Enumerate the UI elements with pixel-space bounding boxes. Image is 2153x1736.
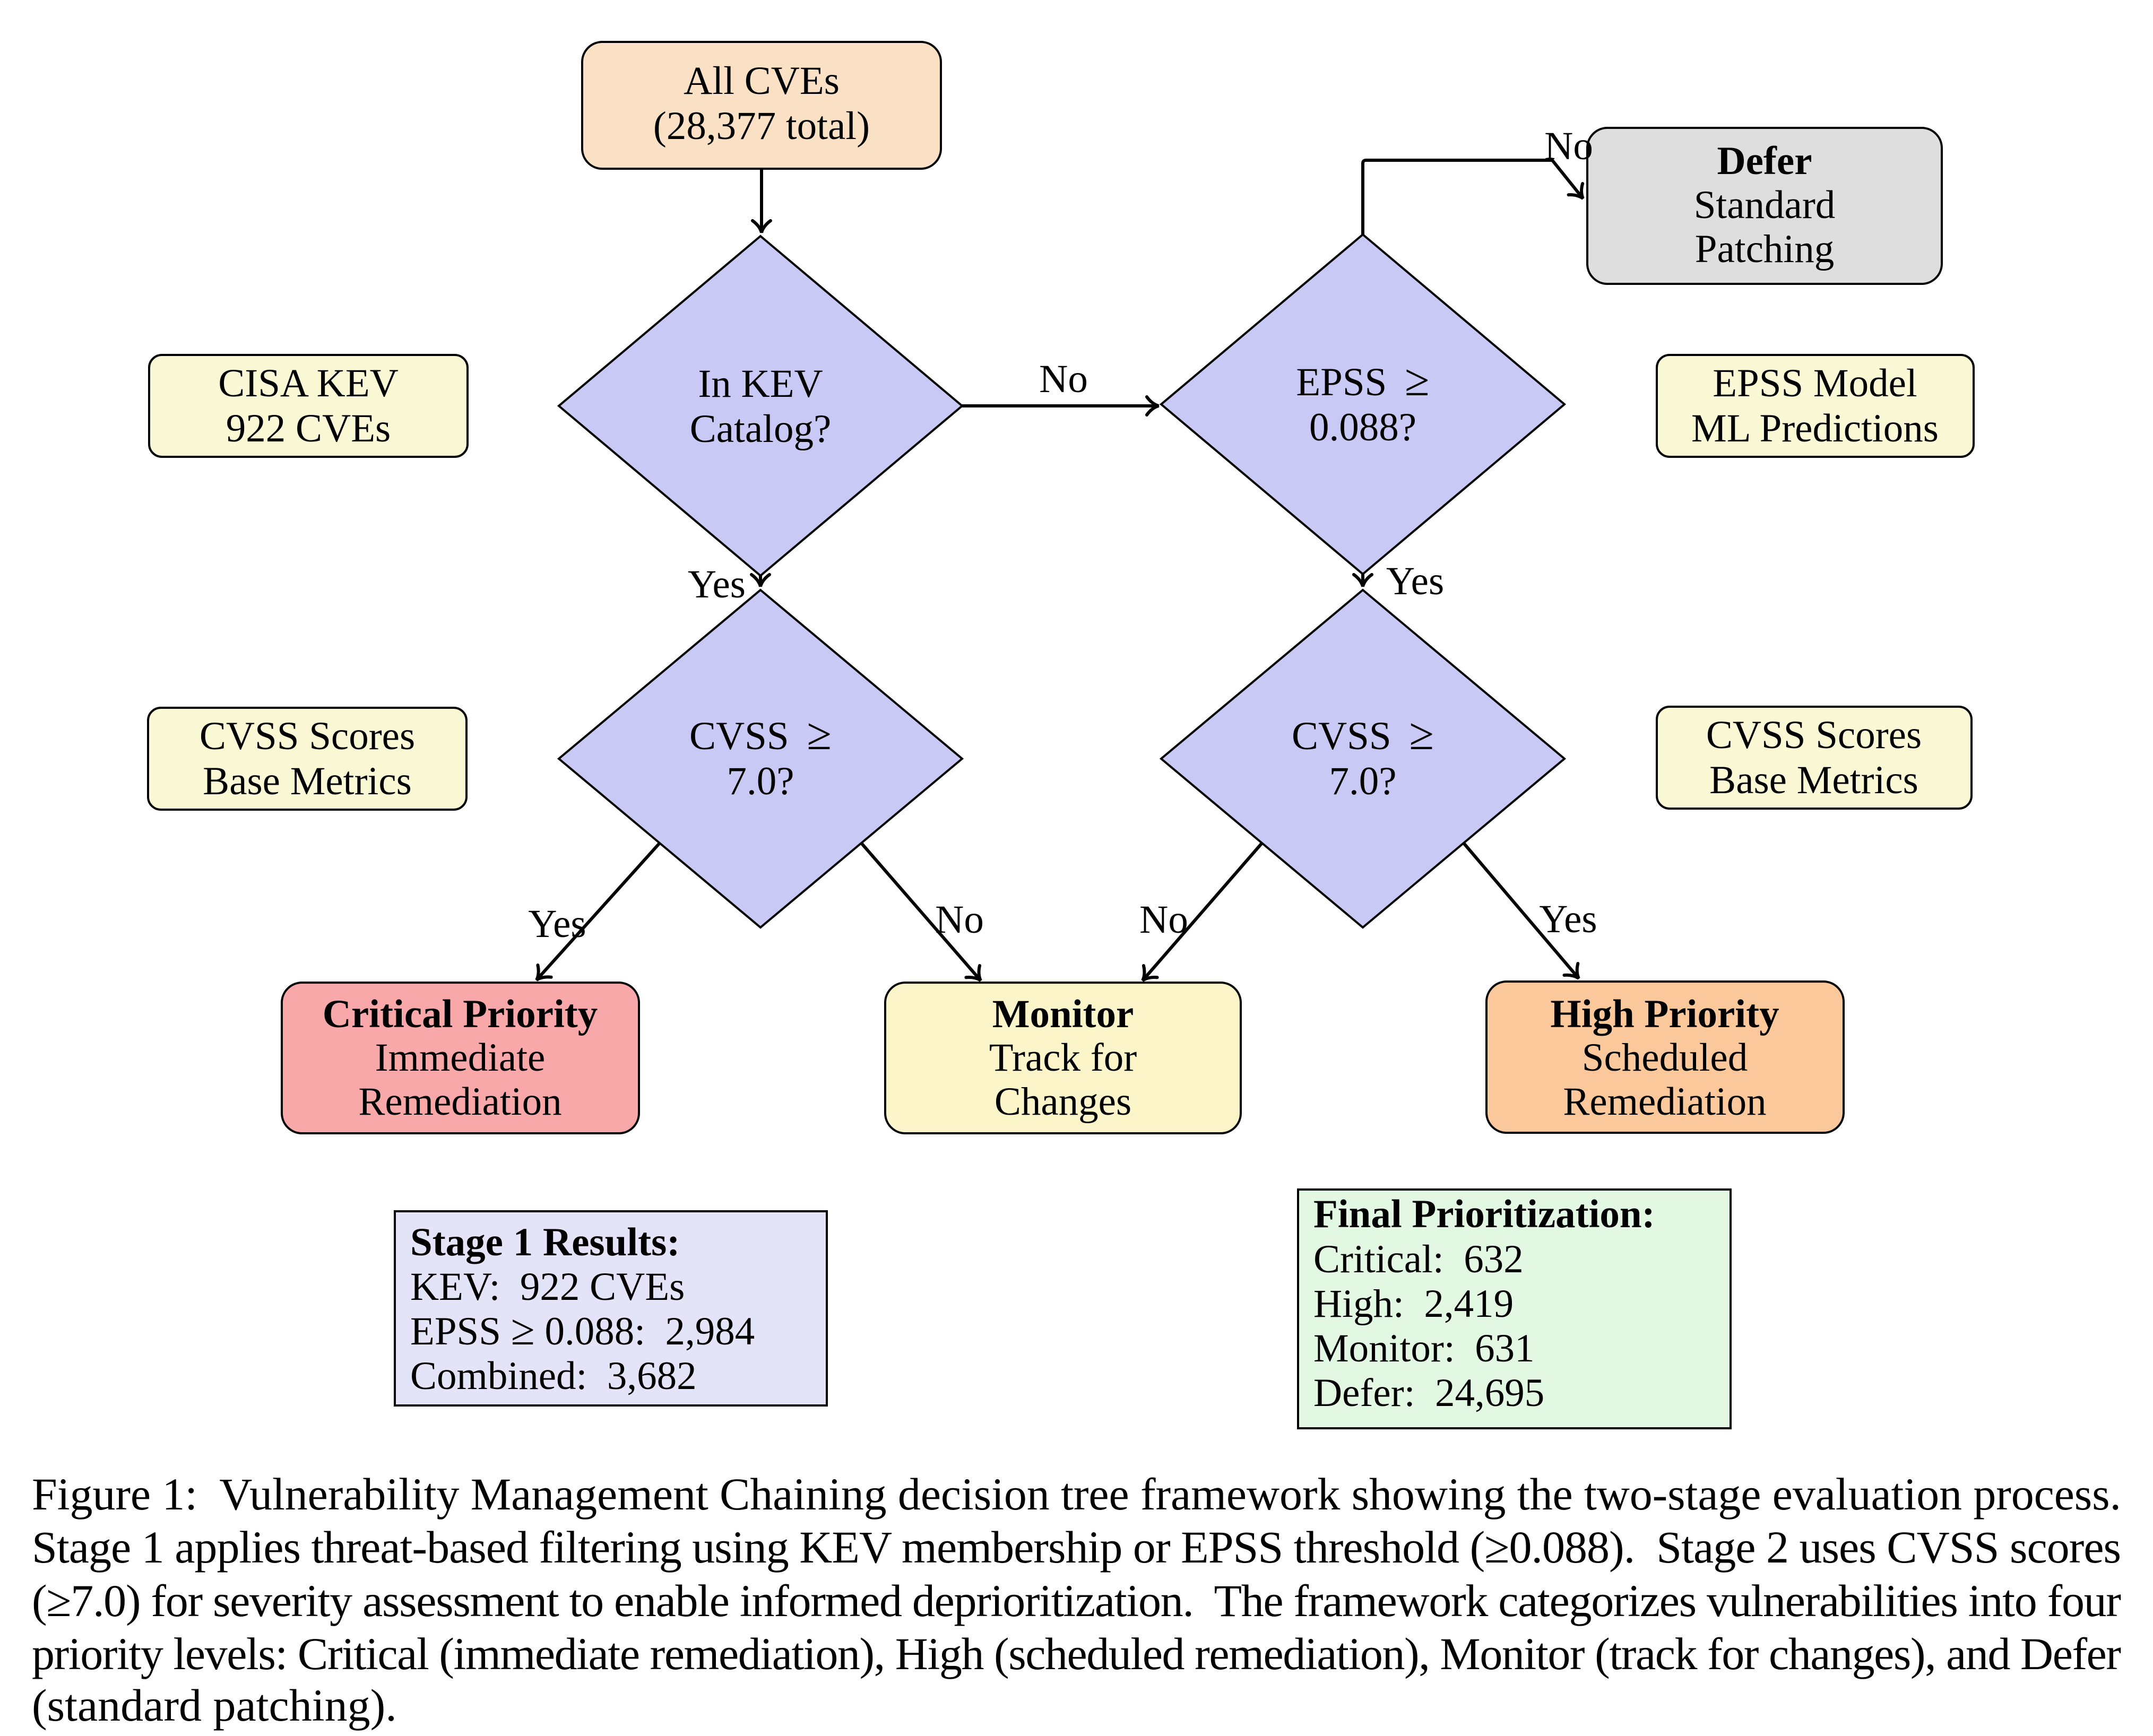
- svg-text:Scheduled: Scheduled: [1582, 1036, 1748, 1080]
- svg-text:Remediation: Remediation: [358, 1080, 561, 1124]
- svg-text:0.088?: 0.088?: [1309, 405, 1416, 449]
- svg-text:7.0?: 7.0?: [727, 759, 794, 803]
- svg-text:Catalog?: Catalog?: [690, 407, 832, 451]
- svg-text:7.0?: 7.0?: [1329, 759, 1396, 803]
- svg-text:Defer: Defer: [1717, 139, 1812, 183]
- svg-text:(standard patching).: (standard patching).: [32, 1680, 397, 1731]
- svg-text:priority levels: Critical (imm: priority levels: Critical (immediate rem…: [32, 1628, 2121, 1679]
- svg-text:Defer: 24,695: Defer: 24,695: [1313, 1371, 1544, 1415]
- svg-text:Monitor: Monitor: [992, 992, 1134, 1036]
- svg-text:In KEV: In KEV: [698, 362, 823, 406]
- svg-text:922 CVEs: 922 CVEs: [226, 406, 391, 450]
- svg-text:CVSS ≥: CVSS ≥: [1292, 709, 1434, 759]
- svg-text:Monitor: 631: Monitor: 631: [1313, 1326, 1535, 1370]
- svg-text:KEV: 922 CVEs: KEV: 922 CVEs: [410, 1265, 685, 1309]
- svg-text:CVSS Scores: CVSS Scores: [1706, 713, 1922, 757]
- svg-text:CVSS ≥: CVSS ≥: [689, 709, 832, 759]
- svg-text:ML Predictions: ML Predictions: [1691, 406, 1939, 450]
- svg-text:No: No: [1139, 898, 1188, 942]
- svg-text:Yes: Yes: [688, 562, 746, 606]
- svg-text:Yes: Yes: [1539, 897, 1597, 941]
- svg-text:Patching: Patching: [1695, 227, 1834, 271]
- svg-text:Immediate: Immediate: [375, 1036, 546, 1080]
- svg-text:CVSS Scores: CVSS Scores: [200, 714, 415, 758]
- svg-text:All CVEs: All CVEs: [684, 59, 840, 103]
- svg-text:Critical: 632: Critical: 632: [1313, 1237, 1524, 1281]
- svg-text:(28,377 total): (28,377 total): [653, 104, 870, 148]
- svg-text:EPSS ≥ 0.088: 2,984: EPSS ≥ 0.088: 2,984: [410, 1306, 755, 1354]
- svg-text:Standard: Standard: [1694, 183, 1836, 227]
- svg-text:Combined: 3,682: Combined: 3,682: [410, 1354, 697, 1398]
- svg-text:No: No: [1039, 357, 1088, 401]
- svg-text:Base Metrics: Base Metrics: [1709, 758, 1918, 802]
- svg-text:EPSS ≥: EPSS ≥: [1296, 355, 1429, 405]
- svg-text:Critical Priority: Critical Priority: [323, 992, 598, 1036]
- svg-text:Changes: Changes: [995, 1080, 1131, 1124]
- svg-text:Yes: Yes: [1386, 559, 1444, 603]
- svg-text:Stage 1 applies threat-based f: Stage 1 applies threat-based filtering u…: [32, 1522, 2121, 1573]
- svg-text:High Priority: High Priority: [1550, 992, 1779, 1036]
- svg-text:EPSS Model: EPSS Model: [1713, 361, 1917, 405]
- svg-text:Base Metrics: Base Metrics: [203, 759, 412, 803]
- svg-text:Stage 1 Results:: Stage 1 Results:: [410, 1220, 680, 1264]
- svg-text:Track for: Track for: [989, 1036, 1137, 1080]
- svg-text:Yes: Yes: [528, 902, 586, 946]
- svg-text:(≥7.0) for severity assessment: (≥7.0) for severity assessment to enable…: [32, 1575, 2121, 1626]
- svg-text:Remediation: Remediation: [1563, 1080, 1766, 1124]
- svg-text:CISA KEV: CISA KEV: [218, 361, 399, 405]
- svg-text:No: No: [1544, 124, 1593, 168]
- svg-text:High: 2,419: High: 2,419: [1313, 1282, 1514, 1326]
- svg-text:Final Prioritization:: Final Prioritization:: [1313, 1192, 1655, 1236]
- svg-text:No: No: [935, 898, 984, 942]
- svg-text:Figure 1: Vulnerability Manag: Figure 1: Vulnerability Management Chain…: [32, 1469, 2121, 1520]
